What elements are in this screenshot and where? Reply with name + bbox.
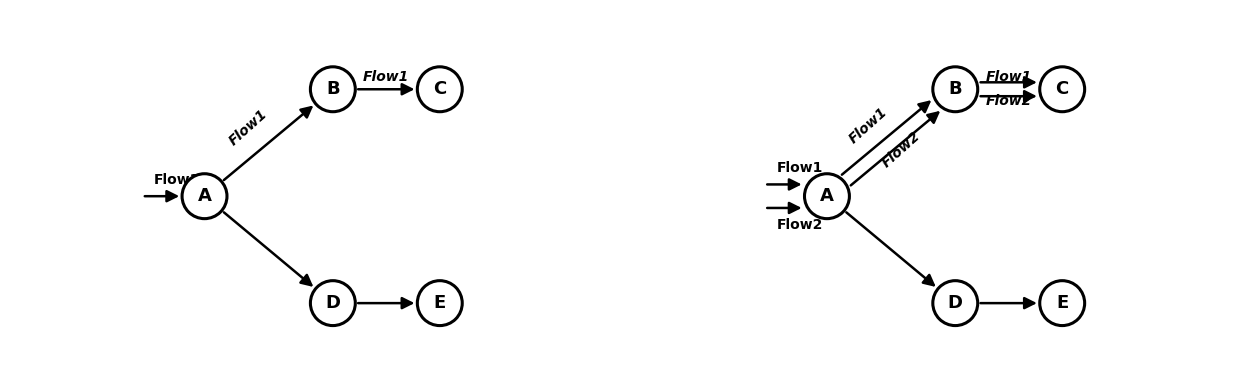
Text: A: A (820, 187, 833, 205)
Text: Flow1: Flow1 (154, 173, 201, 187)
Text: Flow2: Flow2 (776, 217, 823, 232)
Text: Flow1: Flow1 (363, 70, 409, 85)
Text: E: E (434, 294, 446, 312)
Text: B: B (326, 80, 340, 98)
Circle shape (932, 67, 977, 112)
Circle shape (418, 281, 463, 326)
Text: Flow1: Flow1 (227, 107, 270, 148)
Circle shape (182, 174, 227, 219)
Text: Flow2: Flow2 (879, 128, 923, 170)
Text: B: B (949, 80, 962, 98)
Circle shape (418, 67, 463, 112)
Circle shape (1040, 67, 1085, 112)
Circle shape (932, 281, 977, 326)
Circle shape (310, 281, 356, 326)
Text: Flow1: Flow1 (847, 105, 890, 146)
Text: C: C (1055, 80, 1069, 98)
Circle shape (310, 67, 356, 112)
Text: E: E (1056, 294, 1069, 312)
Circle shape (1040, 281, 1085, 326)
Text: Flow1: Flow1 (776, 161, 823, 175)
Text: D: D (947, 294, 962, 312)
Circle shape (805, 174, 849, 219)
Text: Flow1: Flow1 (986, 70, 1032, 85)
Text: Flow2: Flow2 (986, 94, 1032, 108)
Text: D: D (325, 294, 340, 312)
Text: C: C (433, 80, 446, 98)
Text: A: A (197, 187, 212, 205)
